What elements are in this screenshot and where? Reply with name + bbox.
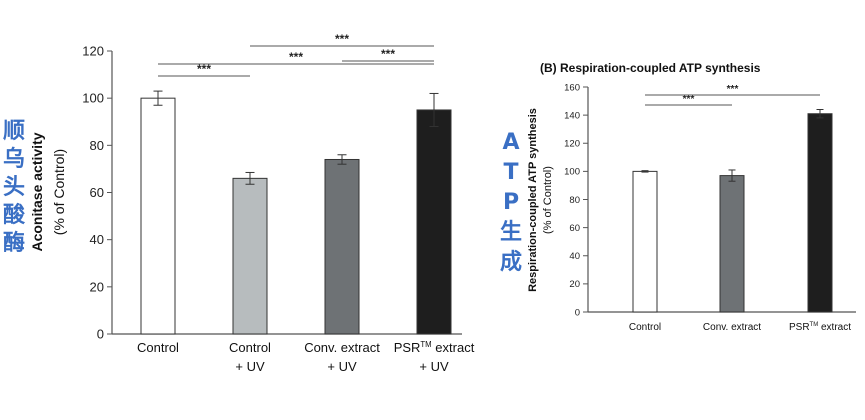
y-axis-label: Aconitase activity: [29, 132, 45, 251]
significance-label: ***: [197, 62, 211, 76]
category-label: + UV: [235, 359, 265, 374]
y-tick-label: 40: [90, 232, 104, 247]
y-axis-unit-label: (% of Control): [51, 149, 67, 235]
bar: [416, 109, 452, 335]
bar: [719, 175, 745, 313]
category-label: Conv. extract: [703, 322, 761, 333]
significance-label: ***: [289, 50, 303, 64]
cjk-char: 酶: [2, 231, 25, 256]
atp-synthesis-chart: 0 20 40 60 80 100 120 140 160 Respiration-coupled…: [527, 61, 856, 333]
y-tick-label: 0: [575, 307, 580, 318]
significance-label: ***: [381, 47, 395, 61]
y-tick-label: 60: [569, 223, 580, 234]
category-label: PSRTM extract: [394, 340, 475, 355]
category-label: PSRTM extract: [789, 322, 851, 333]
cjk-char: T: [503, 160, 519, 185]
y-tick-label: 80: [90, 138, 104, 153]
significance-label: ***: [727, 84, 739, 95]
bar: [632, 170, 658, 313]
cjk-char: 成: [499, 250, 522, 275]
y-axis-unit-label: (% of Control): [542, 166, 554, 234]
y-axis-label: Respiration-coupled ATP synthesis: [527, 108, 539, 292]
cjk-char: 酸: [2, 203, 25, 228]
y-tick-label: 160: [564, 82, 580, 93]
category-label: + UV: [327, 359, 357, 374]
significance-label: ***: [335, 32, 349, 46]
y-tick-label: 40: [569, 251, 580, 262]
cjk-label-left: 顺 乌 头 酸 酶: [0, 118, 28, 258]
bar: [324, 158, 360, 335]
cjk-label-right: A T P 生 成: [496, 128, 526, 278]
chart-title: (B) Respiration-coupled ATP synthesis: [540, 61, 761, 75]
y-tick-label: 120: [564, 139, 580, 150]
bar: [232, 177, 268, 335]
y-tick-label: 80: [569, 195, 580, 206]
bar: [807, 113, 833, 313]
cjk-char: A: [502, 130, 520, 155]
category-label: Control: [229, 340, 271, 355]
cjk-char: 生: [499, 220, 522, 245]
y-tick-label: 120: [82, 44, 104, 59]
aconitase-chart: 0 20 40 60 80 100 120 Aconitase activity (% of C…: [29, 32, 475, 374]
y-tick-label: 140: [564, 110, 580, 121]
cjk-char: P: [502, 190, 520, 215]
category-label: + UV: [419, 359, 449, 374]
bar: [140, 97, 176, 335]
y-tick-label: 100: [82, 91, 104, 106]
category-label: Control: [137, 340, 179, 355]
category-label: Conv. extract: [304, 340, 380, 355]
y-tick-label: 60: [90, 185, 104, 200]
cjk-char: 乌: [2, 147, 25, 172]
category-label: Control: [629, 322, 661, 333]
y-tick-label: 100: [564, 167, 580, 178]
cjk-char: 头: [2, 175, 25, 200]
y-tick-label: 20: [569, 279, 580, 290]
y-tick-label: 20: [90, 279, 104, 294]
cjk-char: 顺: [2, 119, 25, 144]
significance-label: ***: [683, 94, 695, 105]
y-tick-label: 0: [97, 327, 104, 342]
